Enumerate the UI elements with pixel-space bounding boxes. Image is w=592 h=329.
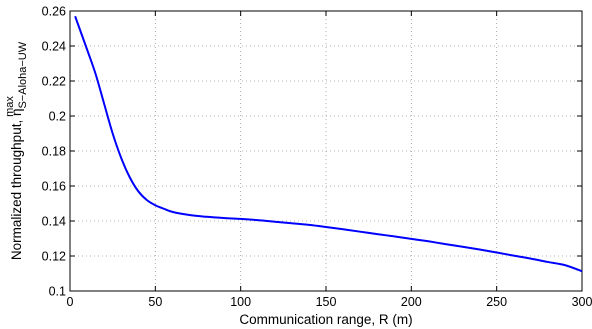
y-tick-label: 0.1 — [49, 285, 66, 299]
x-tick-label: 300 — [572, 295, 592, 309]
y-tick-label: 0.2 — [49, 110, 66, 124]
x-tick-label: 100 — [230, 295, 251, 309]
y-tick-label: 0.22 — [42, 75, 66, 89]
tick-layer: 0 50 100 150 200 250 300 0.1 0.12 0.14 0.16 0.18 0.2… — [42, 5, 592, 310]
y-axis-label: Normalized throughput, ηS−Aloha−UWmax — [4, 41, 29, 260]
series-line — [74, 15, 583, 273]
x-tick-label: 200 — [401, 295, 422, 309]
y-axis-label-superscript: max — [4, 96, 16, 117]
y-tick-label: 0.26 — [42, 5, 66, 19]
y-tick-label: 0.14 — [42, 215, 66, 229]
svg-text:Normalized throughput, ηS−Aloh: Normalized throughput, ηS−Aloha−UWmax — [4, 41, 29, 260]
series-layer — [74, 15, 583, 273]
y-tick-label: 0.12 — [42, 250, 66, 264]
y-tick-label: 0.24 — [42, 40, 66, 54]
y-axis-label-base: Normalized throughput, η — [9, 109, 24, 261]
x-tick-label: 0 — [67, 295, 74, 309]
x-axis-label: Communication range, R (m) — [239, 312, 412, 327]
x-tick-label: 150 — [316, 295, 337, 309]
y-tick-label: 0.16 — [42, 180, 66, 194]
x-tick-label: 250 — [486, 295, 507, 309]
x-tick-label: 50 — [148, 295, 162, 309]
y-axis-label-subscript: S−Aloha−UW — [17, 41, 29, 108]
y-tick-label: 0.18 — [42, 145, 66, 159]
grid-layer — [70, 11, 582, 291]
